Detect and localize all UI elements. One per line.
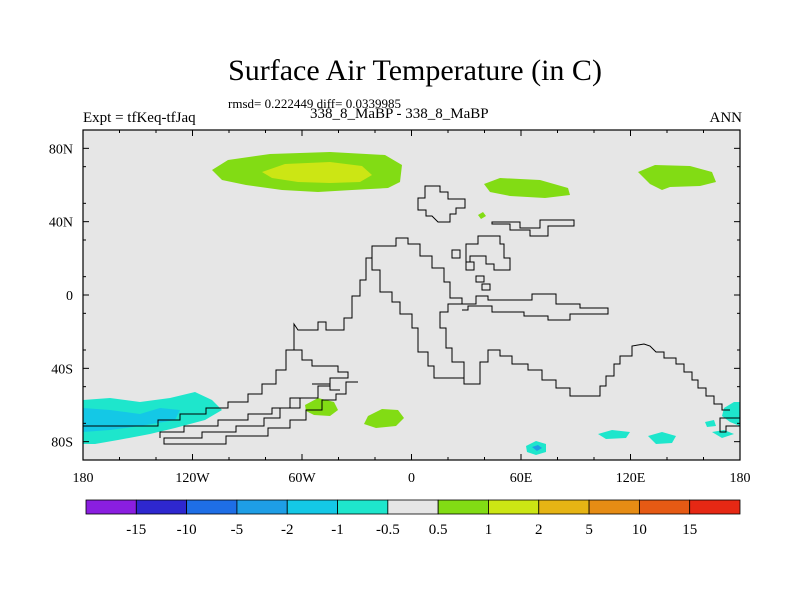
axis-tick-labels: 180 120W 60W 0 60E 120E 180 80N 40N 0 40S 80S [49, 142, 751, 486]
x-tick-label: 60E [510, 471, 533, 486]
y-tick-label: 80N [49, 142, 73, 157]
continent-outline-east [463, 343, 730, 411]
continent-outlines [83, 185, 741, 445]
colorbar-swatch [337, 499, 389, 515]
continent-outline-south-america-3 [159, 397, 300, 438]
colorbar-swatch [186, 499, 238, 515]
continent-outline-asia-east [491, 219, 575, 237]
continent-outline-arabia [465, 235, 511, 271]
continent-outline-island-2 [475, 275, 485, 283]
colorbar-swatch [437, 499, 489, 515]
colorbar-label: -5 [231, 522, 244, 538]
anomaly-south-atlantic-warm-2 [364, 409, 404, 428]
colorbar: -15 -10 -5 -2 -1 -0.5 0.5 1 2 5 10 15 [85, 499, 741, 538]
colorbar-swatch [588, 499, 640, 515]
colorbar-label: -1 [331, 522, 344, 538]
continent-outline-southern-ring [312, 383, 340, 391]
anomaly-antarctic-cool-core [532, 445, 542, 451]
continent-outline-south-america-2 [83, 349, 294, 427]
colorbar-swatch [538, 499, 590, 515]
case-label: 338_8_MaBP - 338_8_MaBP [310, 106, 489, 122]
colorbar-swatch [689, 499, 741, 515]
x-tick-label: 120E [616, 471, 646, 486]
anomaly-east-asia-warm [638, 165, 716, 190]
colorbar-label: 2 [535, 522, 543, 538]
anomaly-pacific-cool-3 [705, 420, 734, 438]
colorbar-swatch [286, 499, 338, 515]
anomaly-pacific-cool-1 [598, 430, 630, 439]
experiment-label: Expt = tfKeq-tfJaq [83, 110, 196, 126]
x-tick-label: 180 [730, 471, 751, 486]
colorbar-swatch [236, 499, 288, 515]
y-tick-label: 80S [51, 436, 73, 451]
colorbar-swatch [135, 499, 188, 515]
x-tick-label: 0 [408, 471, 415, 486]
continent-outline-australia [462, 293, 609, 321]
colorbar-swatch [85, 499, 137, 515]
anomaly-small-warm [478, 212, 486, 219]
anomaly-east-cool [722, 402, 740, 426]
colorbar-label: 15 [682, 522, 697, 538]
x-tick-label: 60W [288, 471, 316, 486]
colorbar-swatch [638, 499, 691, 515]
anomaly-pacific-cool-2 [648, 432, 676, 444]
colorbar-label: -15 [126, 522, 146, 538]
season-label: ANN [709, 110, 743, 126]
colorbar-label: -2 [281, 522, 294, 538]
colorbar-label: 1 [485, 522, 493, 538]
colorbar-label: 5 [585, 522, 593, 538]
colorbar-label: 10 [632, 522, 647, 538]
y-tick-label: 0 [66, 289, 73, 304]
continent-outline-island-3 [481, 283, 491, 291]
x-tick-label: 180 [73, 471, 94, 486]
x-tick-label: 120W [175, 471, 210, 486]
colorbar-label: 0.5 [429, 522, 448, 538]
axis-ticks [82, 130, 741, 460]
stats-label: rmsd= 0.222449 diff= 0.0339985 [228, 96, 401, 111]
continent-outline-island-4 [465, 261, 475, 271]
colorbar-label: -10 [177, 522, 197, 538]
continent-outline-africa-eurasia [417, 185, 466, 223]
y-tick-label: 40N [49, 216, 73, 231]
chart-title: Surface Air Temperature (in C) [228, 54, 602, 87]
continent-outline-south-america-1 [163, 246, 373, 445]
y-tick-label: 40S [51, 362, 73, 377]
continent-outline-island-1 [451, 249, 461, 259]
anomaly-north-atlantic-warm-core [262, 162, 372, 183]
colorbar-swatch [387, 499, 439, 515]
colorbar-swatch [488, 499, 540, 515]
colorbar-label: -0.5 [376, 522, 400, 538]
anomaly-siberia-warm [484, 178, 570, 198]
